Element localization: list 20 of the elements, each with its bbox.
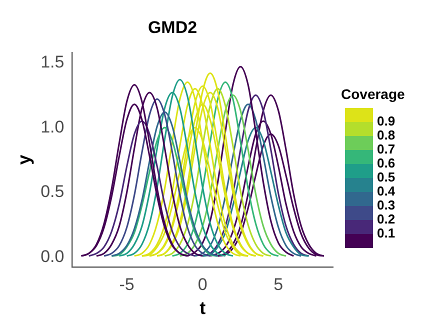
y-axis-title: y <box>14 154 34 165</box>
color-bar-label: 0.1 <box>377 226 396 241</box>
chart-title: GMD2 <box>148 18 198 37</box>
y-tick-label: 1.5 <box>40 52 64 72</box>
y-tick-label: 0.5 <box>40 182 64 202</box>
color-bar-title: Coverage <box>341 86 406 102</box>
color-bar-label: 0.3 <box>377 198 396 213</box>
color-bar-label: 0.5 <box>377 170 396 185</box>
color-bar-label: 0.6 <box>377 156 396 171</box>
color-bar-label: 0.4 <box>377 184 396 199</box>
x-axis-title: t <box>200 298 206 318</box>
color-bar-label: 0.7 <box>377 142 396 157</box>
color-bar-label: 0.8 <box>377 128 396 143</box>
y-tick-label: 1.0 <box>40 117 64 136</box>
x-tick-label: 0 <box>198 274 208 294</box>
y-tick-label: 0.0 <box>40 246 64 266</box>
x-tick-label: 5 <box>274 274 284 294</box>
color-bar-label: 0.9 <box>377 114 396 129</box>
x-tick-label: -5 <box>119 274 134 294</box>
color-bar-label: 0.2 <box>377 212 396 227</box>
